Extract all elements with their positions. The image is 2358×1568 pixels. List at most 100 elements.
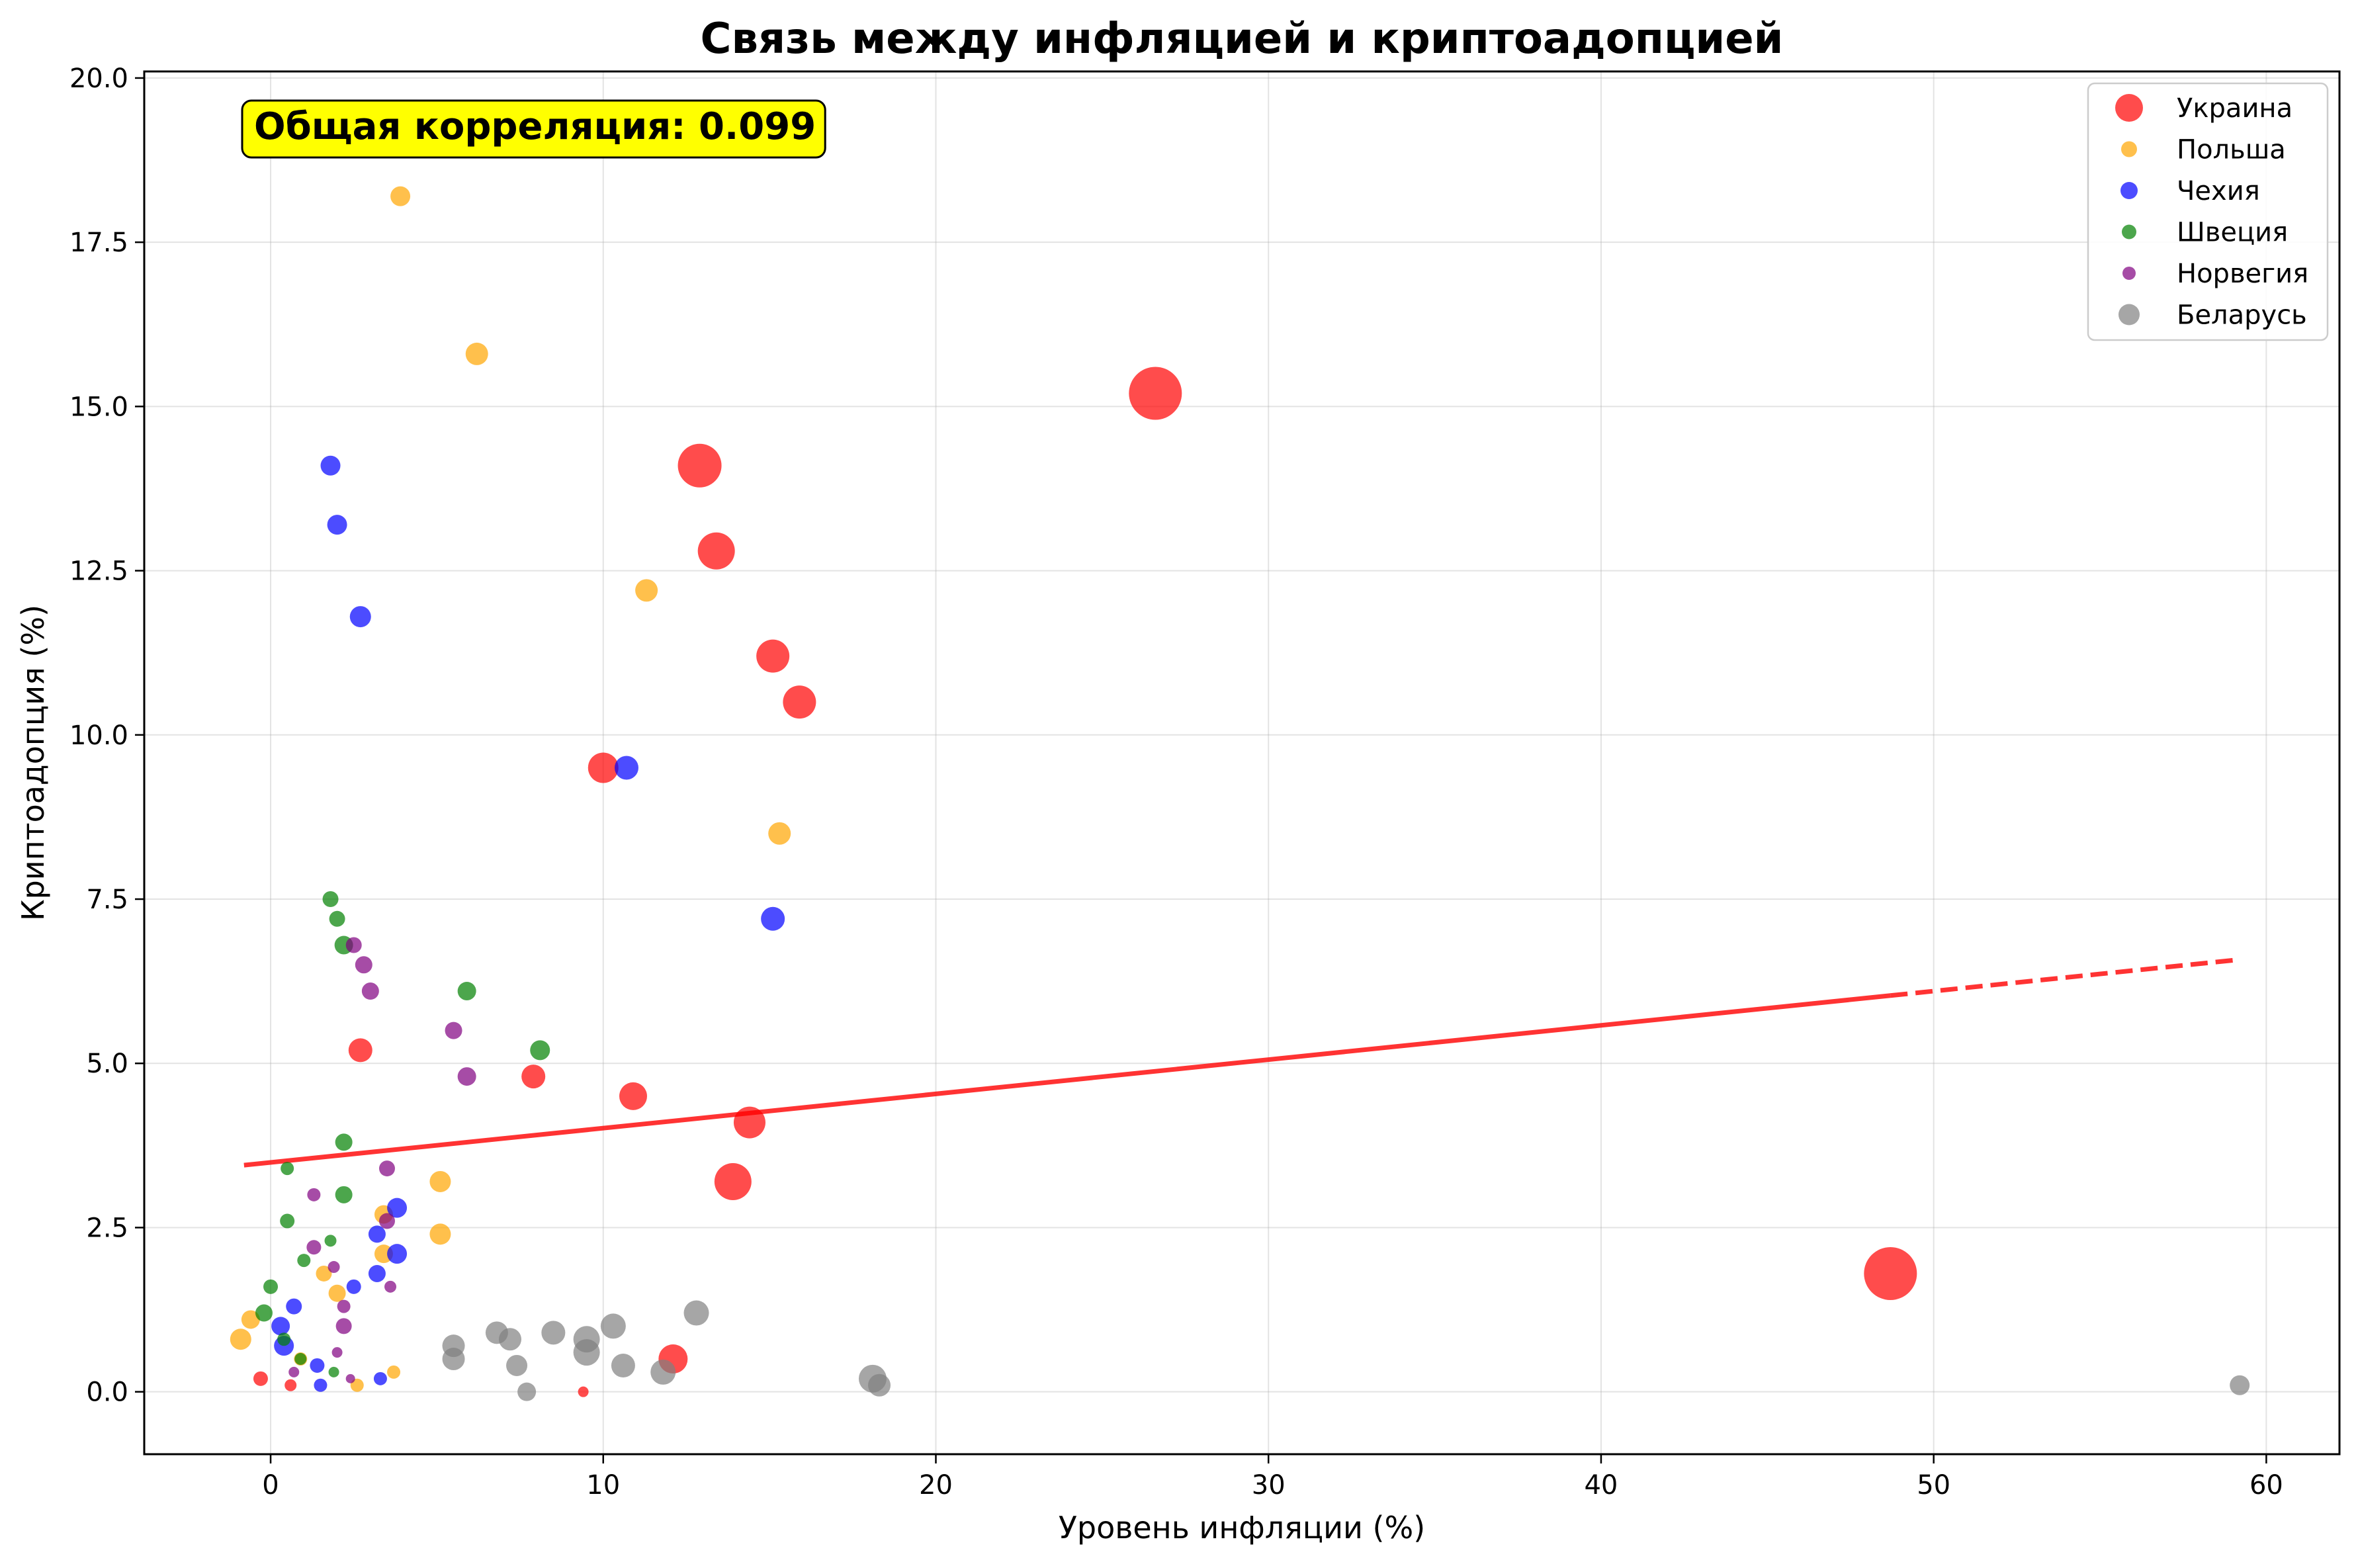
data-point <box>288 1366 300 1377</box>
data-point <box>378 1213 395 1229</box>
series-points <box>271 455 785 1392</box>
trendline-dashed <box>1890 957 2240 998</box>
data-point <box>677 443 722 488</box>
data-point <box>307 1188 321 1201</box>
data-point <box>714 1162 752 1200</box>
data-point <box>263 1279 279 1294</box>
legend: Украина Польша Чехия Швеция Норвегия Беларусь <box>2087 82 2329 341</box>
trendline-group <box>243 957 2240 1168</box>
data-point <box>457 1067 476 1086</box>
data-point <box>368 1225 386 1243</box>
series-points <box>255 891 550 1377</box>
data-point <box>286 1298 302 1315</box>
data-point <box>600 1313 626 1339</box>
data-point <box>280 1213 295 1229</box>
data-point <box>445 1022 462 1039</box>
x-tick-label: 50 <box>1917 1470 1950 1501</box>
data-point <box>387 1244 408 1264</box>
data-point <box>281 1162 294 1176</box>
y-tick-label: 10.0 <box>69 720 128 751</box>
data-point <box>588 752 619 783</box>
data-point <box>322 891 339 908</box>
legend-marker <box>2121 141 2137 157</box>
data-point <box>756 639 790 673</box>
data-point <box>335 1186 353 1203</box>
data-point <box>297 1254 311 1268</box>
y-tick-label: 5.0 <box>86 1049 128 1079</box>
data-point <box>328 1261 340 1274</box>
data-point <box>619 1082 648 1110</box>
legend-label: Норвегия <box>2177 259 2308 289</box>
data-point <box>328 1284 346 1302</box>
y-tick-label: 12.5 <box>69 556 128 587</box>
data-point <box>783 685 816 719</box>
data-point <box>373 1372 387 1385</box>
y-tick-label: 20.0 <box>69 64 128 94</box>
legend-label: Польша <box>2177 135 2286 165</box>
data-point <box>327 515 347 535</box>
data-point <box>284 1379 297 1391</box>
data-point <box>761 906 785 931</box>
legend-marker <box>2120 182 2138 199</box>
data-point <box>387 1365 401 1379</box>
data-point <box>442 1348 465 1371</box>
data-point <box>230 1328 251 1350</box>
x-tick-label: 60 <box>2249 1470 2283 1501</box>
legend-marker <box>2122 224 2136 240</box>
data-point <box>457 982 476 1001</box>
y-tick-label: 15.0 <box>69 392 128 422</box>
data-point <box>355 956 372 974</box>
data-point <box>324 1235 337 1247</box>
data-point <box>320 455 341 476</box>
data-point <box>349 606 371 628</box>
data-point <box>517 1382 537 1401</box>
data-point <box>255 1304 273 1322</box>
axis-ticks: 0 10 20 30 40 50 60 0.0 2.5 5.0 7.5 10.0 12.5 15.0 17.… <box>69 64 2283 1501</box>
legend-label: Швеция <box>2177 218 2288 248</box>
data-point <box>316 1265 332 1282</box>
data-point <box>345 937 362 953</box>
legend-label: Беларусь <box>2177 300 2307 331</box>
data-point <box>368 1264 386 1282</box>
series-points <box>230 186 791 1392</box>
data-point <box>506 1354 528 1376</box>
data-point <box>350 1378 364 1392</box>
data-point <box>1864 1246 1917 1300</box>
data-point <box>573 1339 600 1366</box>
data-point <box>294 1353 307 1366</box>
data-point <box>310 1358 325 1373</box>
legend-label: Украина <box>2177 93 2292 124</box>
data-point <box>2230 1375 2250 1395</box>
data-point <box>337 1299 351 1313</box>
data-point <box>253 1371 268 1386</box>
data-point <box>277 1332 291 1346</box>
series-points <box>442 1300 2250 1401</box>
data-point <box>331 1347 343 1358</box>
data-point <box>521 1065 546 1089</box>
y-tick-label: 17.5 <box>69 228 128 258</box>
data-point <box>361 982 379 1000</box>
data-point <box>683 1300 709 1326</box>
legend-label: Чехия <box>2177 176 2260 206</box>
data-point <box>578 1386 589 1397</box>
legend-box <box>2087 82 2329 341</box>
annotation-text: Общая корреляция: 0.099 <box>254 105 816 148</box>
data-point <box>541 1321 566 1345</box>
data-point <box>611 1353 635 1377</box>
annotation-box <box>241 99 826 159</box>
y-axis-label: Криптоадопция (%) <box>15 605 51 921</box>
data-point <box>378 1160 395 1177</box>
data-point <box>390 186 411 206</box>
data-point <box>650 1359 676 1385</box>
data-point <box>697 532 735 570</box>
data-point <box>345 1373 355 1383</box>
data-point <box>1129 367 1182 420</box>
grid <box>144 71 2339 1454</box>
data-point <box>384 1280 397 1293</box>
x-tick-label: 40 <box>1584 1470 1618 1501</box>
data-point <box>387 1198 408 1218</box>
x-axis-label: Уровень инфляции (%) <box>1059 1510 1425 1546</box>
